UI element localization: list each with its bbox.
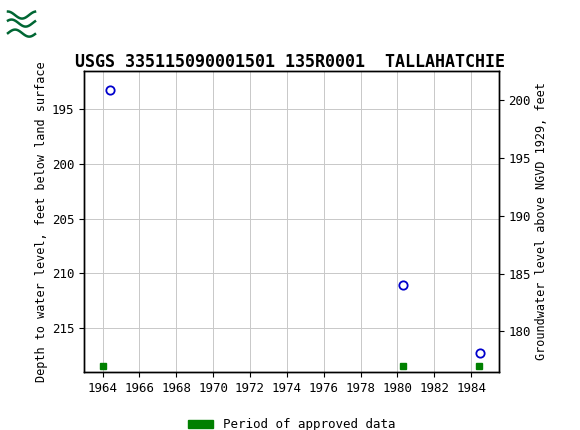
Text: USGS 335115090001501 135R0001  TALLAHATCHIE: USGS 335115090001501 135R0001 TALLAHATCH… [75, 53, 505, 71]
Text: USGS: USGS [79, 9, 164, 37]
Y-axis label: Groundwater level above NGVD 1929, feet: Groundwater level above NGVD 1929, feet [535, 83, 548, 360]
Legend: Period of approved data: Period of approved data [183, 413, 400, 430]
Y-axis label: Depth to water level, feet below land surface: Depth to water level, feet below land su… [35, 61, 48, 382]
Bar [5, 3, 73, 42]
